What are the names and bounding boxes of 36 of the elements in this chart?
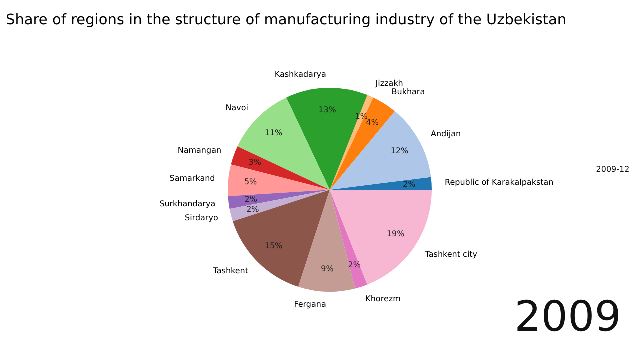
pie-slice — [231, 146, 330, 190]
slice-label: Bukhara — [392, 88, 426, 97]
chart-title: Share of regions in the structure of manufacturing industry of the Uzbekistan — [6, 12, 567, 28]
data-label: 11% — [264, 128, 284, 138]
data-label: 2% — [244, 194, 258, 204]
text: 2009 — [514, 292, 622, 341]
slice-label: Navoi — [226, 104, 248, 112]
slice-label: Samarkand — [170, 174, 216, 184]
slice-label: Andijan — [431, 129, 462, 138]
text: 2009-12 — [596, 165, 630, 174]
data-label: 4% — [366, 118, 380, 127]
pie-slice — [230, 190, 330, 222]
pie-slice — [228, 164, 330, 196]
pie-slice — [330, 177, 432, 190]
slice-label: Surkhandarya — [160, 199, 216, 208]
slice-label: Jizzakh — [374, 79, 404, 88]
slice-label: Khorezm — [366, 294, 402, 304]
data-label: 2% — [246, 204, 260, 214]
data-label: 2% — [348, 260, 362, 270]
pie-slice — [330, 111, 432, 190]
slice-label: Republic of Karakalpakstan — [445, 178, 554, 187]
slice-label: Tashkent — [212, 266, 248, 276]
data-label: 3% — [248, 158, 262, 168]
slice-label: Sirdaryo — [185, 214, 218, 223]
slice-label: Tashkent city — [424, 250, 478, 259]
slice-label: Fergana — [294, 300, 326, 310]
data-label: 13% — [318, 105, 337, 114]
slice-label: Namangan — [178, 146, 222, 155]
data-label: 12% — [390, 146, 410, 156]
data-label: 15% — [264, 241, 284, 250]
pie-slice — [286, 88, 368, 190]
data-label: 9% — [321, 264, 334, 274]
data-label: 2% — [403, 180, 416, 190]
data-label: 5% — [244, 178, 258, 187]
slice-label: Kashkadarya — [274, 70, 326, 79]
data-label: 19% — [386, 230, 406, 239]
